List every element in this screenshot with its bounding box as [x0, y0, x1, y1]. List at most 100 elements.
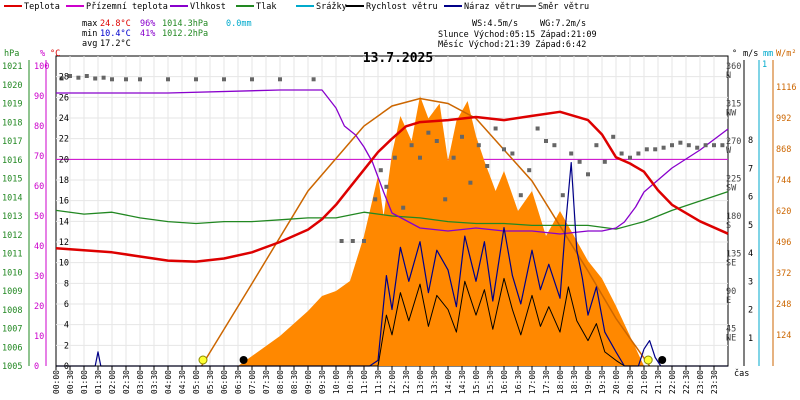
ms-tick-label: 3: [748, 277, 753, 287]
x-tick-label: 11:00: [360, 370, 369, 394]
wind-direction-point: [611, 134, 616, 139]
hpa-tick-label: 1008: [2, 306, 22, 316]
wind-direction-point: [250, 77, 254, 82]
wind-direction-point: [569, 151, 574, 156]
hpa-tick-label: 1011: [2, 250, 22, 260]
hpa-tick-label: 1018: [2, 118, 22, 128]
wind-direction-point: [670, 143, 674, 148]
dir-tick-degrees: 270: [726, 137, 741, 147]
temp-tick-label: 10: [59, 259, 69, 269]
x-tick-label: 04:00: [164, 370, 173, 394]
legend: Teplota Přízemní teplota Vlhkost Tlak Srážky…: [4, 2, 589, 12]
x-tick-label: 19:00: [584, 370, 593, 394]
wm2-tick-label: 620: [776, 207, 791, 217]
stat-wind-speed: WS:4.5m/s: [472, 19, 518, 29]
wind-direction-point: [661, 145, 666, 150]
hpa-tick-label: 1014: [2, 193, 22, 203]
temp-tick-label: 16: [59, 197, 69, 207]
stats-block: max 24.8°C 96% 1014.3hPa 0.0mm min 10.4°C 41% 10…: [82, 19, 597, 50]
dir-tick-degrees: 90: [726, 287, 736, 297]
wind-direction-point: [76, 75, 81, 80]
wind-speed-line: [56, 277, 728, 367]
pct-tick-label: 40: [34, 242, 44, 252]
wind-direction-point: [166, 77, 170, 82]
stat-max-hum: 96%: [140, 19, 155, 29]
wind-direction-point: [476, 143, 481, 148]
stat-min-hum: 41%: [140, 29, 155, 39]
x-tick-label: 10:00: [332, 370, 341, 394]
x-tick-label: 05:00: [192, 370, 201, 394]
pct-tick-label: 30: [34, 272, 44, 282]
wind-direction-point: [560, 193, 565, 198]
stat-min-press: 1012.2hPa: [162, 29, 208, 39]
wind-direction-point: [602, 159, 607, 164]
legend-label: Srážky: [316, 2, 347, 12]
x-tick-label: 13:30: [430, 370, 439, 394]
moon-moonset-marker: [239, 356, 248, 364]
temp-tick-label: 12: [59, 238, 69, 248]
hpa-axis-title: hPa: [4, 49, 19, 59]
dir-tick-degrees: 225: [726, 175, 741, 185]
wm2-tick-label: 248: [776, 300, 791, 310]
mm-tick-label: 1: [762, 60, 767, 70]
x-tick-label: 12:30: [402, 370, 411, 394]
stat-min-label: min: [82, 29, 97, 39]
stat-max-press: 1014.3hPa: [162, 19, 208, 29]
wind-direction-point: [350, 239, 355, 243]
dir-tick-degrees: 315: [726, 100, 741, 110]
pct-tick-label: 70: [34, 152, 44, 162]
hpa-tick-label: 1012: [2, 231, 22, 241]
wm2-tick-label: 1116: [776, 83, 796, 93]
ms-axis-title: m/s: [743, 49, 758, 59]
hpa-tick-label: 1020: [2, 81, 22, 91]
wind-direction-point: [636, 151, 641, 156]
wind-direction-point: [518, 193, 523, 198]
x-tick-label: 01:00: [80, 370, 89, 394]
wind-direction-point: [628, 155, 632, 160]
pct-tick-label: 50: [34, 212, 44, 222]
wind-direction-point: [552, 143, 557, 148]
stat-avg-label: avg: [82, 39, 97, 49]
temp-tick-label: 6: [64, 300, 69, 310]
pressure-line: [55, 190, 729, 230]
x-tick-label: 20:30: [626, 370, 635, 394]
stat-min-temp: 10.4°C: [100, 29, 131, 39]
wind-direction-point: [594, 143, 599, 148]
hpa-tick-label: 1010: [2, 268, 22, 278]
wind-direction-point: [84, 74, 89, 78]
x-tick-label: 07:00: [248, 370, 257, 394]
x-tick-label: 16:30: [514, 370, 523, 394]
x-tick-label: 13:00: [416, 370, 425, 394]
temperature-line: [55, 110, 729, 263]
pct-tick-label: 60: [34, 182, 44, 192]
wind-direction-point: [124, 77, 128, 82]
wm2-tick-label: 744: [776, 176, 791, 186]
ms-tick-label: 8: [748, 136, 753, 146]
wind-direction-point: [93, 76, 98, 81]
legend-label: Směr větru: [538, 2, 589, 12]
hpa-tick-label: 1016: [2, 156, 22, 166]
pct-tick-label: 0: [34, 362, 39, 372]
x-tick-label: 01:30: [94, 370, 103, 394]
sun-sunrise-marker: [198, 355, 208, 365]
x-tick-label: 00:00: [52, 370, 61, 394]
moon-moonrise-marker: [658, 356, 667, 364]
hpa-tick-label: 1013: [2, 212, 22, 222]
dir-tick-degrees: 180: [726, 212, 741, 222]
pct-tick-label: 20: [34, 302, 44, 312]
x-tick-label: 20:00: [612, 370, 621, 394]
wind-direction-point: [409, 143, 414, 148]
humidity-line: [56, 89, 729, 235]
wind-direction-point: [544, 139, 548, 143]
solar-max-curve: [200, 97, 651, 367]
temp-tick-label: 18: [59, 176, 69, 186]
wind-direction-point: [468, 180, 473, 185]
mm-axis-title: mm: [763, 49, 773, 59]
wind-direction-point: [695, 145, 700, 150]
wind-direction-point: [384, 184, 389, 189]
wind-direction-point: [378, 168, 383, 173]
wind-direction-point: [460, 134, 464, 139]
wind-direction-point: [527, 168, 532, 173]
